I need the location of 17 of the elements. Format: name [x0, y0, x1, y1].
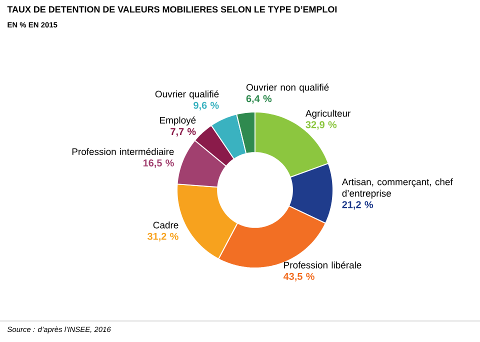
slice-label: Profession intermédiaire: [72, 148, 174, 156]
slice-label: Cadre: [153, 221, 178, 228]
slice-label: Employé: [160, 116, 196, 126]
data-label: 9,6 %: [194, 102, 219, 110]
data-label: 43,5 %: [283, 272, 314, 282]
data-label: 21,2 %: [342, 201, 374, 210]
chart-title: TAUX DE DETENTION DE VALEURS MOBILIERES SELON LE TYPE D’EMPLOI: [7, 6, 337, 13]
data-label: 6,4 %: [246, 95, 272, 104]
slice-label: Ouvrier non qualifié: [246, 84, 329, 93]
data-label: 16,5 %: [143, 159, 174, 168]
slice-label: Profession libérale: [284, 261, 362, 268]
slice-label: Artisan, commerçant, chef d’entreprise: [342, 178, 453, 199]
data-label: 31,2 %: [148, 232, 178, 242]
slice-label: Ouvrier qualifié: [155, 90, 219, 100]
data-label: 7,7 %: [170, 128, 196, 137]
slice-label: Agriculteur: [305, 110, 351, 119]
data-label: 32,9 %: [306, 121, 337, 130]
